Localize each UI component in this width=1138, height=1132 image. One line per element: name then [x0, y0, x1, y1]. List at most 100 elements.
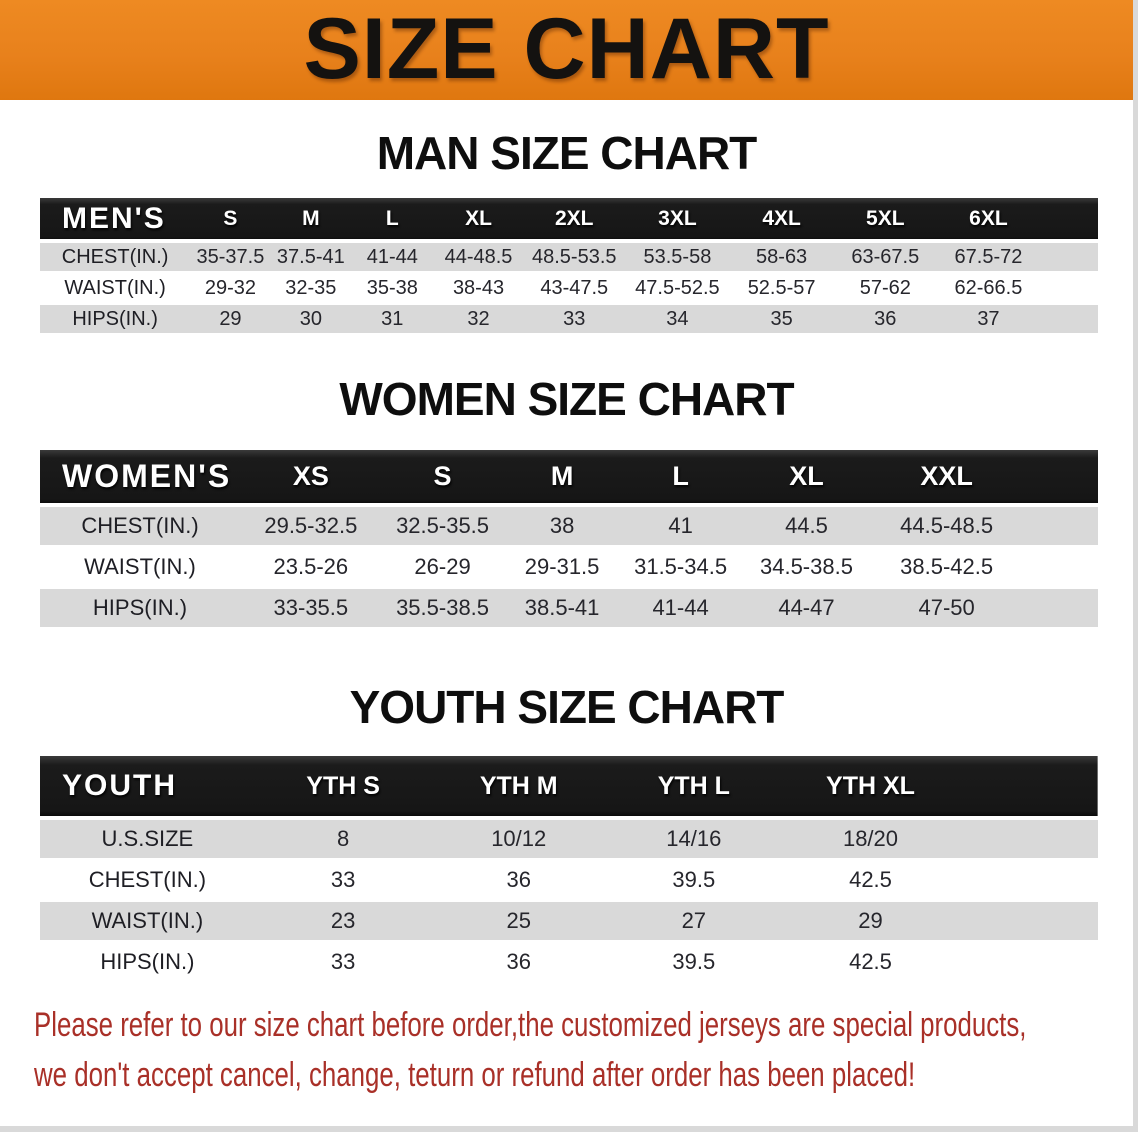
spacer-cell	[1039, 305, 1098, 336]
column-header: XL	[740, 450, 873, 507]
value-cell: 32.5-35.5	[381, 507, 504, 548]
value-cell: 35.5-38.5	[381, 589, 504, 630]
value-cell: 63-67.5	[833, 243, 938, 274]
column-header: YTH XL	[781, 756, 960, 820]
value-cell: 33	[254, 943, 432, 984]
page-title: SIZE CHART	[303, 1, 830, 97]
value-cell: 39.5	[606, 943, 782, 984]
value-cell: 18/20	[781, 820, 960, 861]
row-label: HIPS(IN.)	[40, 589, 240, 630]
value-cell: 29-31.5	[503, 548, 621, 589]
row-label: HIPS(IN.)	[40, 305, 191, 336]
value-cell: 62-66.5	[937, 274, 1040, 305]
row-label: WAIST(IN.)	[40, 902, 255, 943]
spacer-cell	[959, 756, 1098, 820]
column-header: XXL	[872, 450, 1021, 507]
value-cell: 35-38	[351, 274, 434, 305]
column-header: 5XL	[833, 198, 938, 243]
value-cell: 42.5	[781, 943, 960, 984]
row-label: CHEST(IN.)	[40, 861, 255, 902]
row-label: HIPS(IN.)	[40, 943, 255, 984]
header-row: WOMEN'S XS S M L XL XXL	[40, 450, 1098, 507]
value-cell: 34	[625, 305, 730, 336]
table-row: HIPS(IN.) 33 36 39.5 42.5	[40, 943, 1098, 984]
youth-size-table: YOUTH YTH S YTH M YTH L YTH XL U.S.SIZE 8 10/12…	[40, 756, 1098, 984]
spacer-cell	[959, 861, 1098, 902]
value-cell: 29.5-32.5	[239, 507, 382, 548]
spacer-cell	[1039, 243, 1098, 274]
youth-table-title: YOUTH	[40, 756, 255, 820]
column-header: 4XL	[729, 198, 834, 243]
column-header: M	[270, 198, 352, 243]
table-row: U.S.SIZE 8 10/12 14/16 18/20	[40, 820, 1098, 861]
spacer-cell	[1020, 450, 1098, 507]
table-row: WAIST(IN.) 23.5-26 26-29 29-31.5 31.5-34.5 34…	[40, 548, 1098, 589]
women-size-table: WOMEN'S XS S M L XL XXL CHEST(IN.) 29.5-32.5 32.5…	[40, 450, 1098, 630]
value-cell: 41	[620, 507, 741, 548]
value-cell: 35	[729, 305, 834, 336]
spacer-cell	[959, 820, 1098, 861]
women-size-table-host: WOMEN'S XS S M L XL XXL CHEST(IN.) 29.5-32.5 32.5…	[0, 450, 1133, 630]
header-row: MEN'S S M L XL 2XL 3XL 4XL 5XL 6XL	[40, 198, 1098, 243]
value-cell: 29	[190, 305, 271, 336]
value-cell: 39.5	[606, 861, 782, 902]
value-cell: 31	[351, 305, 434, 336]
column-header: XL	[433, 198, 524, 243]
table-row: CHEST(IN.) 29.5-32.5 32.5-35.5 38 41 44.5 44.5…	[40, 507, 1098, 548]
table-row: WAIST(IN.) 29-32 32-35 35-38 38-43 43-47.5 47.…	[40, 274, 1098, 305]
spacer-cell	[959, 943, 1098, 984]
value-cell: 38	[503, 507, 621, 548]
spacer-cell	[1020, 589, 1098, 630]
value-cell: 57-62	[833, 274, 938, 305]
row-label: WAIST(IN.)	[40, 548, 240, 589]
column-header: YTH M	[431, 756, 606, 820]
table-row: WAIST(IN.) 23 25 27 29	[40, 902, 1098, 943]
section-youth: YOUTH SIZE CHART YOUTH YTH S YTH M YTH L YTH…	[0, 682, 1133, 984]
disclaimer-line-1: Please refer to our size chart before or…	[34, 1006, 1027, 1044]
table-row: HIPS(IN.) 29 30 31 32 33 34 35 36 37	[40, 305, 1098, 336]
spacer-cell	[1020, 507, 1098, 548]
row-label: WAIST(IN.)	[40, 274, 191, 305]
value-cell: 26-29	[381, 548, 504, 589]
value-cell: 38-43	[433, 274, 524, 305]
value-cell: 44-47	[740, 589, 873, 630]
value-cell: 34.5-38.5	[740, 548, 873, 589]
value-cell: 33-35.5	[239, 589, 382, 630]
column-header: 3XL	[625, 198, 730, 243]
row-label: CHEST(IN.)	[40, 243, 191, 274]
section-women: WOMEN SIZE CHART WOMEN'S XS S M L XL XXL CHEST(…	[0, 374, 1133, 630]
table-row: CHEST(IN.) 33 36 39.5 42.5	[40, 861, 1098, 902]
banner: SIZE CHART	[0, 0, 1133, 100]
value-cell: 36	[431, 943, 606, 984]
value-cell: 67.5-72	[937, 243, 1040, 274]
men-section-heading: MAN SIZE CHART	[376, 127, 758, 179]
spacer-cell	[959, 902, 1098, 943]
table-row: CHEST(IN.) 35-37.5 37.5-41 41-44 44-48.5 48.5…	[40, 243, 1098, 274]
value-cell: 29-32	[190, 274, 271, 305]
youth-section-heading: YOUTH SIZE CHART	[349, 681, 785, 733]
column-header: L	[620, 450, 741, 507]
value-cell: 33	[254, 861, 432, 902]
value-cell: 32	[433, 305, 524, 336]
value-cell: 30	[270, 305, 352, 336]
value-cell: 41-44	[351, 243, 434, 274]
value-cell: 27	[606, 902, 782, 943]
men-size-table: MEN'S S M L XL 2XL 3XL 4XL 5XL 6XL CHEST(IN.) 35-37…	[40, 198, 1098, 336]
value-cell: 41-44	[620, 589, 741, 630]
section-men: MAN SIZE CHART MEN'S S M L XL 2XL 3XL 4XL 5XL 6XL…	[0, 128, 1133, 336]
disclaimer: Please refer to our size chart before or…	[0, 1000, 1133, 1100]
men-table-title: MEN'S	[40, 198, 191, 243]
value-cell: 43-47.5	[523, 274, 626, 305]
value-cell: 36	[431, 861, 606, 902]
column-header: YTH L	[606, 756, 782, 820]
value-cell: 37.5-41	[270, 243, 352, 274]
value-cell: 29	[781, 902, 960, 943]
column-header: 2XL	[523, 198, 626, 243]
value-cell: 44.5	[740, 507, 873, 548]
value-cell: 10/12	[431, 820, 606, 861]
column-header: S	[381, 450, 504, 507]
value-cell: 35-37.5	[190, 243, 271, 274]
value-cell: 53.5-58	[625, 243, 730, 274]
column-header: L	[351, 198, 434, 243]
value-cell: 31.5-34.5	[620, 548, 741, 589]
